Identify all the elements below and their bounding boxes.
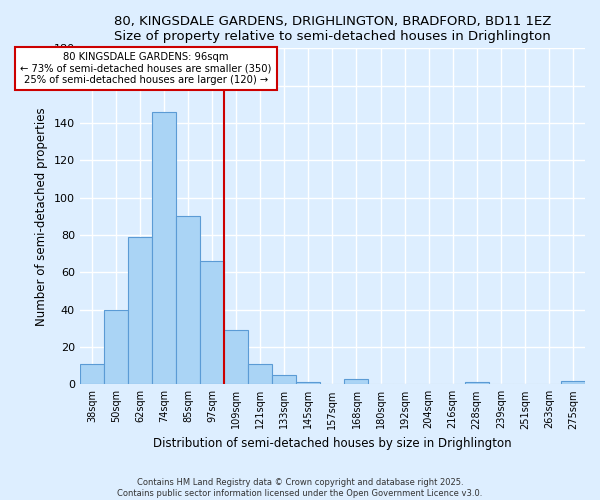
Bar (248, 364, 272, 384)
Text: Contains HM Land Registry data © Crown copyright and database right 2025.
Contai: Contains HM Land Registry data © Crown c… (118, 478, 482, 498)
Bar (152, 112, 176, 384)
Bar (344, 378, 368, 384)
Bar (176, 216, 200, 384)
Bar (200, 261, 224, 384)
Bar (224, 330, 248, 384)
Bar (465, 382, 489, 384)
Title: 80, KINGSDALE GARDENS, DRIGHLINGTON, BRADFORD, BD11 1EZ
Size of property relativ: 80, KINGSDALE GARDENS, DRIGHLINGTON, BRA… (114, 15, 551, 43)
X-axis label: Distribution of semi-detached houses by size in Drighlington: Distribution of semi-detached houses by … (153, 437, 512, 450)
Text: 80 KINGSDALE GARDENS: 96sqm
← 73% of semi-detached houses are smaller (350)
25% : 80 KINGSDALE GARDENS: 96sqm ← 73% of sem… (20, 52, 272, 86)
Bar (104, 310, 128, 384)
Bar (272, 375, 296, 384)
Bar (296, 382, 320, 384)
Y-axis label: Number of semi-detached properties: Number of semi-detached properties (35, 107, 48, 326)
Bar (561, 380, 585, 384)
Bar (128, 237, 152, 384)
Bar (80, 364, 104, 384)
